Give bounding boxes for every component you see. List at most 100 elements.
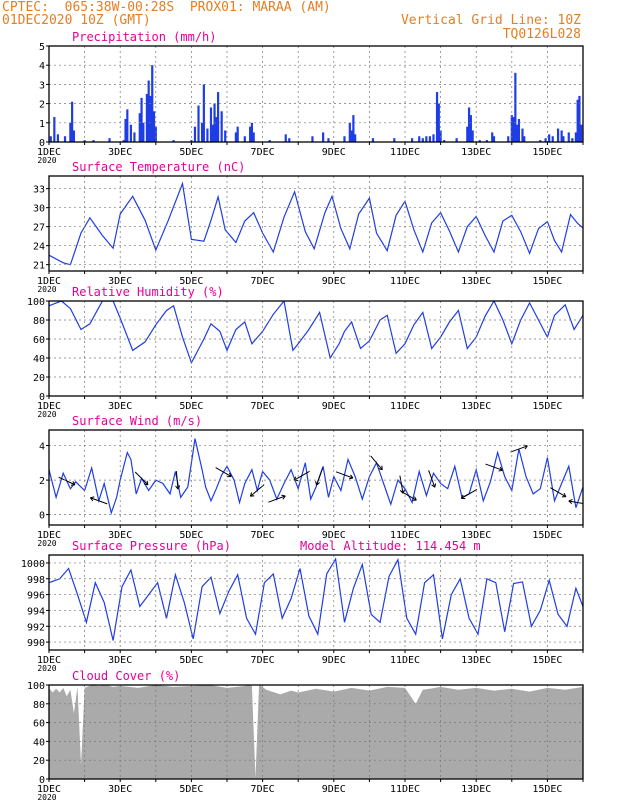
temp-frame — [48, 175, 584, 272]
precip-bar — [516, 124, 519, 142]
wind-vector-arrow — [175, 471, 181, 490]
wind-x-sub-label: 2020 — [37, 539, 56, 548]
precip-bar — [92, 140, 95, 142]
precip-xtick-label: 13DEC — [461, 147, 491, 158]
rh-title: Relative Humidity (%) — [72, 285, 224, 299]
chart-wind: 0 2 4 1DEC 3DEC 5DEC 7DEC 9DEC 11DEC 13DEC 15DEC 20… — [37, 414, 584, 548]
pres-ytick-label: 994 — [27, 606, 45, 617]
precip-bar — [507, 136, 510, 142]
pres-x-sub-label: 2020 — [37, 664, 56, 673]
precip-bar — [485, 140, 488, 142]
temp-xtick-label: 9DEC — [322, 276, 346, 287]
header-datetime-line: 01DEC2020 10Z (GMT) — [2, 13, 151, 28]
wind-vector-arrow — [400, 490, 417, 501]
rh-xtick-label: 1DEC — [37, 401, 61, 412]
wind-vector-shaft — [510, 445, 528, 453]
wind-vector-head — [143, 480, 149, 486]
temp-x-sub-label: 2020 — [37, 285, 56, 294]
rh-xtick-label: 5DEC — [179, 401, 203, 412]
wind-vector-shaft — [316, 468, 324, 486]
rh-xtick-label: 13DEC — [461, 401, 491, 412]
precip-bar — [124, 118, 127, 142]
wind-vector-arrow — [268, 494, 286, 503]
precip-bar — [322, 132, 325, 142]
wind-vector-arrow — [315, 468, 324, 486]
cloud-ytick-label: 80 — [33, 700, 45, 711]
rh-frame — [48, 300, 584, 397]
precip-bar — [193, 126, 197, 142]
cloud-xtick-label: 15DEC — [532, 784, 562, 795]
wind-vector-head — [227, 472, 232, 478]
precip-bar — [236, 126, 239, 142]
wind-vector-shaft — [335, 471, 354, 479]
precip-bar — [421, 138, 424, 142]
wind-vector-head — [378, 465, 383, 471]
precip-bar — [580, 124, 583, 142]
precip-bar — [544, 138, 547, 142]
wind-vector-arrow — [249, 484, 265, 497]
precip-bar — [517, 118, 521, 142]
rh-xtick-label: 11DEC — [390, 401, 420, 412]
precip-bar — [140, 97, 143, 142]
precip-bar — [71, 101, 74, 142]
temp-data — [49, 181, 583, 266]
chart-temp: 21 24 27 30 33 1DEC 3DEC 5DEC 7DEC 9DEC 11DEC 13DEC… — [33, 160, 584, 294]
precip-bar — [432, 134, 435, 142]
precip-ytick-label: 1 — [39, 119, 45, 130]
cloud-x-sub-label: 2020 — [37, 793, 56, 800]
pres-xtick-label: 5DEC — [179, 655, 203, 666]
precip-bar — [129, 124, 132, 142]
precip-ytick-label: 2 — [39, 100, 45, 111]
precip-frame — [48, 45, 584, 143]
precip-bar — [567, 132, 570, 142]
wind-xtick-label: 5DEC — [179, 530, 203, 541]
wind-vector-shaft — [400, 490, 417, 501]
wind-vector-shaft — [215, 467, 232, 477]
precip-bar — [512, 117, 515, 142]
wind-vector-head — [315, 481, 320, 486]
wind-vector-head — [568, 498, 573, 505]
wind-vector-shaft — [250, 484, 265, 497]
wind-vector-head — [89, 496, 95, 502]
wind-vector-shaft — [550, 487, 567, 498]
precip-bar — [576, 99, 579, 142]
pres-xtick-label: 13DEC — [461, 655, 491, 666]
temp-xtick-label: 1DEC — [37, 276, 61, 287]
pres-xtick-label: 11DEC — [390, 655, 420, 666]
precip-ytick-label: 4 — [39, 61, 45, 72]
rh-line — [49, 301, 583, 365]
pres-xtick-label: 7DEC — [251, 655, 275, 666]
wind-vector-head — [561, 492, 567, 498]
precip-bar — [149, 95, 152, 142]
precip-bar — [49, 136, 52, 142]
temp-xtick-label: 11DEC — [390, 276, 420, 287]
wind-vector-shaft — [90, 497, 108, 505]
temp-ytick-label: 33 — [33, 185, 45, 196]
precip-bar — [348, 122, 351, 142]
precip-bar — [220, 111, 223, 142]
pres-ytick-label: 990 — [27, 638, 45, 649]
precip-ytick-label: 3 — [39, 80, 45, 91]
precip-bar — [72, 130, 76, 142]
cloud-xtick-label: 7DEC — [251, 784, 275, 795]
rh-xtick-label: 9DEC — [322, 401, 346, 412]
cloud-ytick-label: 60 — [33, 719, 45, 730]
cloud-xtick-label: 9DEC — [322, 784, 346, 795]
precip-bar — [211, 124, 214, 142]
pres-title: Surface Pressure (hPa) — [72, 539, 231, 553]
pres-line — [49, 557, 583, 641]
precip-bar — [145, 94, 148, 142]
precip-bar — [510, 115, 513, 142]
temp-xtick-label: 3DEC — [108, 276, 132, 287]
cloud-ytick-label: 20 — [33, 756, 45, 767]
chart-precip: 0 1 2 3 4 5 1DEC 3DEC 5DEC 7DEC 9DEC 11DEC 13DEC 15DE… — [37, 30, 584, 165]
temp-ytick-label: 21 — [33, 261, 45, 272]
rh-ytick-label: 100 — [27, 297, 45, 308]
wind-ytick-label: 4 — [39, 442, 45, 453]
precip-bar — [200, 122, 204, 142]
precip-xtick-label: 7DEC — [251, 147, 275, 158]
rh-ytick-label: 0 — [39, 392, 45, 403]
precip-title: Precipitation (mm/h) — [72, 30, 217, 44]
precip-bar — [138, 113, 141, 142]
wind-vector-arrow — [550, 487, 567, 498]
